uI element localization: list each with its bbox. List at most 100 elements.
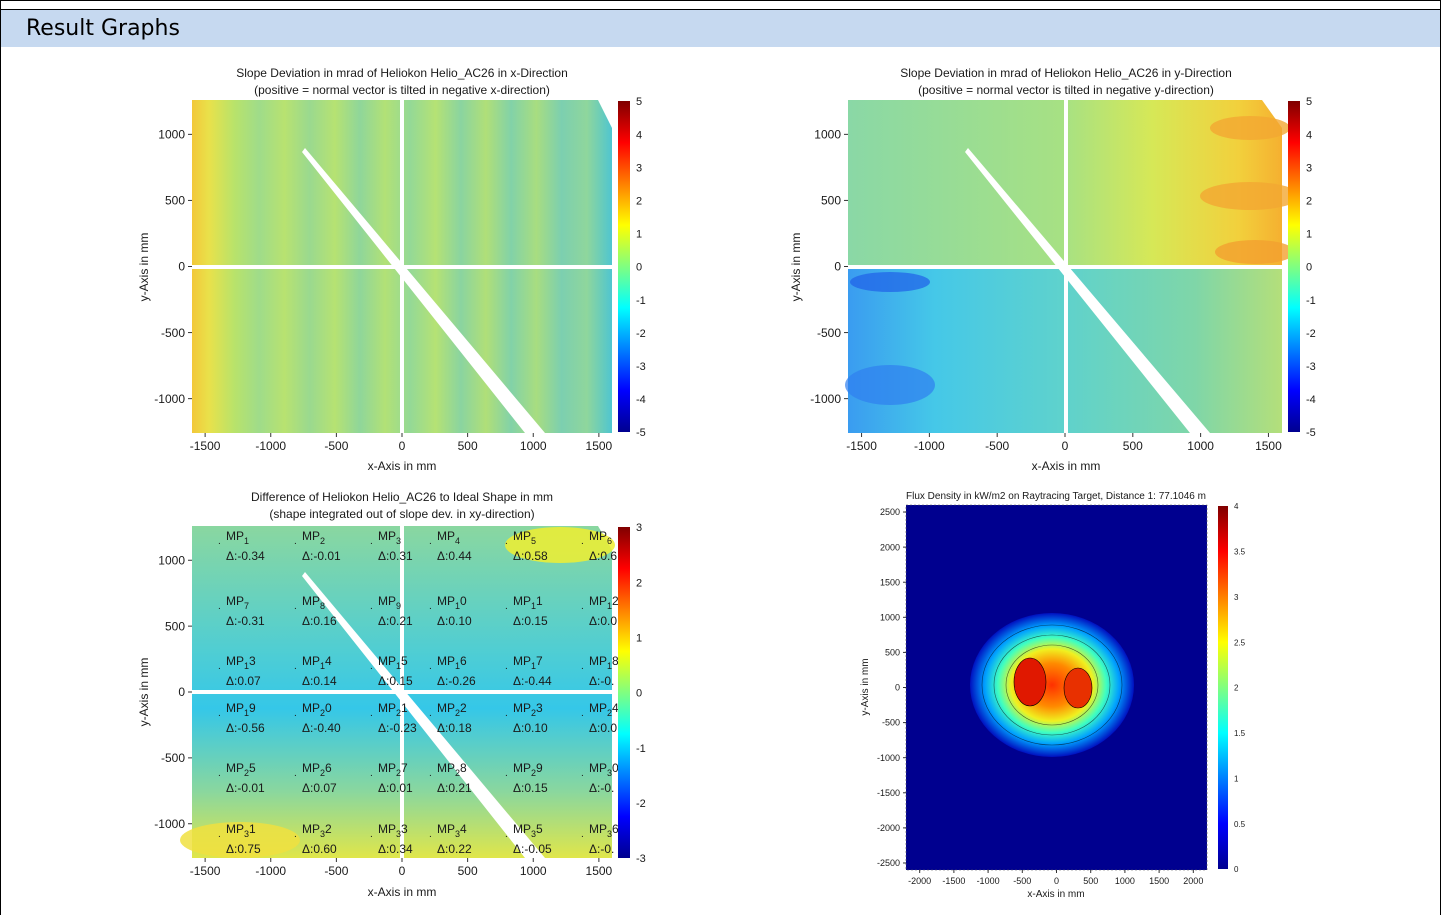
- measure-point-name: MP28: [437, 761, 467, 778]
- colorbar-tick-label: -1: [636, 743, 646, 755]
- measure-point-dot: .: [581, 661, 584, 672]
- colorbar-tick-label: 2: [1234, 684, 1239, 693]
- colorbar-tick-label: 4: [1306, 129, 1312, 141]
- chart4-xlabel: x-Axis in mm: [1027, 889, 1084, 900]
- colorbar-tick-label: 5: [1306, 96, 1312, 108]
- measure-point-dot: .: [429, 708, 432, 719]
- measure-point-name: MP10: [437, 594, 467, 611]
- measure-point-dot: .: [370, 601, 373, 612]
- measure-point-delta: Δ:0.07: [302, 781, 337, 795]
- chart4-xticks: -2000 -1500 -1000 -500 0 500 1000 1500 2000: [908, 870, 1203, 886]
- measure-point-dot: .: [370, 661, 373, 672]
- measure-point-name: MP24: [589, 701, 619, 718]
- y-tick-label: 500: [165, 619, 185, 633]
- measure-point-delta: Δ:-0.34: [226, 549, 265, 563]
- measure-point-label: . MP10 Δ:0.10: [429, 594, 472, 628]
- colorbar-tick-label: 5: [636, 96, 642, 108]
- measure-point-label: . MP29 Δ:0.15: [505, 761, 548, 795]
- x-tick-label: 500: [1123, 439, 1143, 453]
- measure-point-dot: .: [294, 768, 297, 779]
- y-tick-label: -1000: [810, 392, 841, 406]
- measure-point-name: MP30: [589, 761, 619, 778]
- measure-point-delta: Δ:-0.: [589, 674, 614, 688]
- measure-point-delta: Δ:-0.: [589, 781, 614, 795]
- x-tick-label: -1500: [942, 876, 965, 886]
- chart4-peak-right: [1063, 667, 1093, 709]
- measure-point-dot: .: [370, 768, 373, 779]
- measure-point-name: MP9: [378, 594, 401, 611]
- x-tick-label: -1000: [977, 876, 1000, 886]
- chart1-gap-diagonal: [302, 148, 545, 433]
- chart-shape-difference: Difference of Heliokon Helio_AC26 to Ide…: [137, 490, 646, 899]
- y-tick-label: -1500: [877, 788, 900, 798]
- y-tick-label: -1000: [877, 753, 900, 763]
- colorbar-tick-label: 0.5: [1234, 820, 1246, 829]
- y-tick-label: -1000: [154, 817, 185, 831]
- x-tick-label: -1500: [190, 864, 221, 878]
- chart4-flux-spot-body: [970, 613, 1134, 757]
- colorbar-tick-label: -2: [636, 328, 646, 340]
- y-tick-label: -500: [161, 326, 185, 340]
- y-tick-label: 1000: [158, 553, 185, 567]
- chart2-title-line1: Slope Deviation in mrad of Heliokon Heli…: [900, 66, 1232, 80]
- chart2-ylabel: y-Axis in mm: [789, 233, 803, 302]
- measure-point-delta: Δ:0.18: [437, 721, 472, 735]
- x-tick-label: 500: [458, 864, 478, 878]
- y-tick-label: 1000: [880, 612, 900, 622]
- measure-point-name: MP22: [437, 701, 467, 718]
- measure-point-delta: Δ:0.34: [378, 842, 413, 856]
- measure-point-dot: .: [581, 768, 584, 779]
- measure-point-dot: .: [505, 661, 508, 672]
- measure-point-label: . MP21 Δ:-0.23: [370, 701, 417, 735]
- measure-point-label: . MP30 Δ:-0.: [581, 761, 619, 795]
- measure-point-label: . MP25 Δ:-0.01: [218, 761, 265, 795]
- colorbar-tick-label: 3: [636, 162, 642, 174]
- x-tick-label: -1000: [255, 439, 286, 453]
- y-tick-label: 0: [178, 685, 185, 699]
- x-tick-label: 0: [1062, 439, 1069, 453]
- colorbar-tick-label: -1: [1306, 295, 1316, 307]
- chart2-hotspot-1: [1210, 116, 1290, 140]
- chart2-xlabel: x-Axis in mm: [1032, 459, 1101, 473]
- y-tick-label: 2000: [880, 542, 900, 552]
- x-tick-label: -1500: [190, 439, 221, 453]
- measure-point-label: . MP11 Δ:0.15: [505, 594, 548, 628]
- chart3-gap-diagonal: [302, 572, 545, 858]
- measure-point-label: . MP31 Δ:0.75: [218, 822, 261, 856]
- measure-point-label: . MP24 Δ:0.0: [581, 701, 619, 735]
- chart3-colorbar: [618, 527, 630, 858]
- chart3-highspot-bottom: [180, 822, 300, 858]
- measure-point-label: . MP5 Δ:0.58: [505, 529, 548, 563]
- chart2-title-line2: (positive = normal vector is tilted in n…: [918, 83, 1214, 97]
- x-tick-label: -500: [1013, 876, 1031, 886]
- y-tick-label: -500: [882, 718, 900, 728]
- measure-point-label: . MP16 Δ:-0.26: [429, 654, 476, 688]
- chart3-xlabel: x-Axis in mm: [368, 885, 437, 899]
- measure-point-delta: Δ:-0.23: [378, 721, 417, 735]
- colorbar-tick-label: -2: [1306, 328, 1316, 340]
- measure-point-label: . MP18 Δ:-0.: [581, 654, 619, 688]
- y-tick-label: 1500: [880, 577, 900, 587]
- measure-point-name: MP16: [437, 654, 467, 671]
- measure-point-dot: .: [581, 536, 584, 547]
- x-tick-label: 1500: [586, 864, 613, 878]
- measure-point-name: MP12: [589, 594, 619, 611]
- measure-point-label: . MP33 Δ:0.34: [370, 822, 413, 856]
- chart4-contour-3: [1005, 644, 1099, 726]
- top-border: [0, 0, 1441, 10]
- measure-point-label: . MP1 Δ:-0.34: [218, 529, 265, 563]
- colorbar-tick-label: 0: [636, 262, 642, 274]
- measure-point-label: . MP32 Δ:0.60: [294, 822, 337, 856]
- y-tick-label: -1000: [154, 392, 185, 406]
- measure-point-delta: Δ:-0.01: [302, 549, 341, 563]
- chart2-coldspot-1: [845, 365, 935, 405]
- x-tick-label: -500: [985, 439, 1009, 453]
- colorbar-tick-label: 3.5: [1234, 548, 1246, 557]
- measure-point-label: . MP35 Δ:-0.05: [505, 822, 552, 856]
- measure-point-label: . MP19 Δ:-0.56: [218, 701, 265, 735]
- measure-point-delta: Δ:0.01: [378, 781, 413, 795]
- measure-point-dot: .: [581, 708, 584, 719]
- measure-point-label: . MP7 Δ:-0.31: [218, 594, 265, 628]
- measure-point-dot: .: [505, 708, 508, 719]
- measure-point-dot: .: [429, 829, 432, 840]
